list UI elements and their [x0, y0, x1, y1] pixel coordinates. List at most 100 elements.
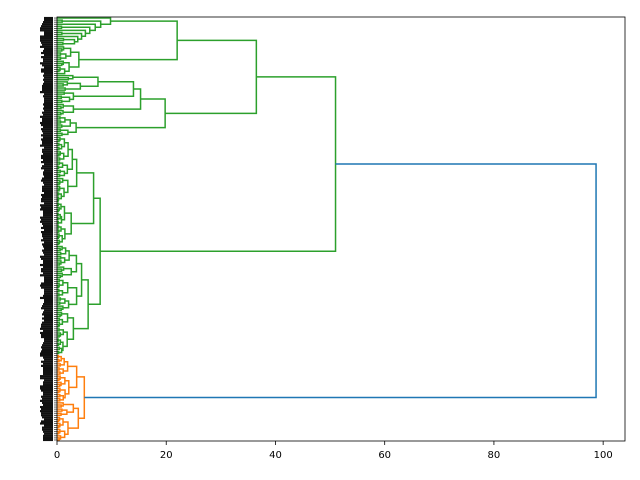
leaf-label-mark-67: [41, 154, 53, 158]
leaf-label-mark-66: [43, 152, 53, 155]
dendrogram-link-130: [59, 279, 64, 286]
dendrogram-link-39: [64, 92, 75, 101]
leaf-label-mark-26: [41, 70, 53, 73]
x-tick-label-1: 20: [160, 450, 173, 461]
dendrogram-link-155: [57, 334, 60, 338]
x-tick-label-0: 0: [54, 450, 60, 461]
leaf-label-mark-91: [40, 204, 53, 207]
leaf-label-mark-62: [40, 144, 53, 147]
leaf-label-mark-98: [41, 218, 53, 221]
leaf-label-mark-182: [43, 391, 53, 394]
dendrogram-link-63: [59, 138, 66, 148]
dendrogram-link-0: [100, 76, 337, 252]
dendrogram-link-186: [67, 407, 80, 429]
dendrogram-link-93: [58, 203, 62, 210]
x-tick-label-5: 100: [594, 450, 613, 461]
leaf-label-mark-121: [43, 265, 53, 269]
dendrogram-link-71: [57, 153, 60, 157]
leaf-label-mark-183: [43, 393, 53, 396]
leaf-label-mark-123: [41, 270, 53, 273]
dendrogram-link-116: [57, 245, 63, 251]
leaf-label-mark-134: [44, 292, 53, 295]
leaf-label-mark-141: [41, 307, 53, 310]
dendrogram-link-50: [61, 119, 72, 127]
dendrogram-link-12: [57, 35, 79, 43]
leaf-label-mark-106: [42, 235, 53, 238]
leaf-label-mark-192: [41, 412, 53, 415]
leaf-label-mark-190: [41, 407, 53, 411]
leaf-label-mark-34: [42, 86, 53, 90]
leaf-label-mark-56: [43, 132, 53, 135]
dendrogram-link-66: [58, 143, 63, 150]
dendrogram-link-94: [57, 202, 60, 207]
dendrogram-link-144: [61, 313, 69, 323]
dendrogram-link-3: [57, 17, 112, 25]
leaf-label-mark-164: [40, 354, 53, 357]
dendrogram-link-184: [57, 393, 61, 398]
leaf-label-mark-161: [42, 348, 53, 351]
dendrogram-link-173: [57, 371, 61, 375]
dendrogram-link-86: [57, 188, 60, 192]
dendrogram-link-180: [59, 389, 66, 399]
leaf-label-mark-47: [43, 113, 53, 116]
dendrogram-link-65: [57, 138, 60, 143]
dendrogram-link-122: [57, 262, 61, 266]
dendrogram-link-4: [62, 20, 102, 29]
leaf-label-mark-139: [43, 303, 53, 306]
leaf-label-mark-69: [43, 158, 53, 162]
leaf-label-mark-162: [41, 350, 53, 353]
leaf-label-mark-188: [43, 403, 53, 407]
dendrogram-link-102: [61, 228, 66, 240]
dendrogram-link-29: [76, 98, 166, 129]
leaf-label-mark-54: [41, 128, 53, 131]
dendrogram-link-43: [57, 99, 63, 104]
dendrogram-link-54: [57, 124, 63, 128]
dendrogram-link-120: [57, 256, 62, 260]
dendrogram-link-77: [59, 170, 66, 177]
dendrogram-link-159: [57, 342, 60, 347]
leaf-label-mark-137: [44, 298, 53, 302]
leaf-label-mark-85: [44, 191, 53, 195]
leaf-label-mark-114: [43, 251, 53, 254]
leaf-label-mark-186: [40, 399, 53, 402]
dendrogram-link-23: [63, 62, 70, 73]
dendrogram-link-46: [57, 105, 62, 110]
leaf-label-mark-12: [41, 41, 53, 44]
leaf-label-mark-148: [42, 321, 53, 324]
dendrogram-link-48: [57, 111, 62, 116]
dendrogram-link-75: [57, 161, 61, 165]
leaf-label-mark-73: [41, 167, 53, 170]
dendrogram-link-188: [57, 402, 64, 407]
leaf-label-mark-58: [43, 136, 53, 139]
dendrogram-link-140: [57, 301, 61, 305]
leaf-label-mark-185: [42, 397, 53, 400]
leaf-label-mark-59: [41, 138, 53, 141]
leaf-label-mark-175: [40, 377, 53, 380]
leaf-label-mark-33: [42, 84, 53, 88]
leaf-label-mark-96: [43, 214, 53, 217]
dendrogram-link-2: [78, 20, 178, 61]
dendrogram-link-53: [57, 120, 62, 124]
leaf-label-mark-118: [43, 259, 53, 263]
dendrogram-link-191: [57, 408, 63, 412]
dendrogram-link-114: [64, 250, 70, 261]
leaf-label-mark-158: [43, 342, 53, 345]
dendrogram-link-115: [60, 247, 67, 255]
dendrogram-link-111: [73, 279, 89, 330]
dendrogram-link-112: [76, 262, 83, 297]
dendrogram-link-138: [59, 298, 66, 304]
dendrogram-link-119: [60, 257, 66, 264]
dendrogram-link-10: [61, 32, 83, 40]
dendrogram-link-34: [57, 76, 70, 81]
leaf-label-mark-35: [42, 88, 53, 92]
dendrogram-link-52: [57, 116, 61, 120]
leaf-label-mark-3: [42, 23, 53, 26]
dendrogram-link-31: [73, 80, 135, 97]
dendrogram-link-72: [57, 157, 61, 161]
leaf-label-mark-22: [40, 62, 53, 65]
dendrogram-link-118: [57, 251, 62, 256]
leaf-label-mark-170: [43, 366, 53, 370]
leaf-label-mark-155: [41, 335, 53, 339]
dendrogram-link-100: [57, 216, 59, 221]
